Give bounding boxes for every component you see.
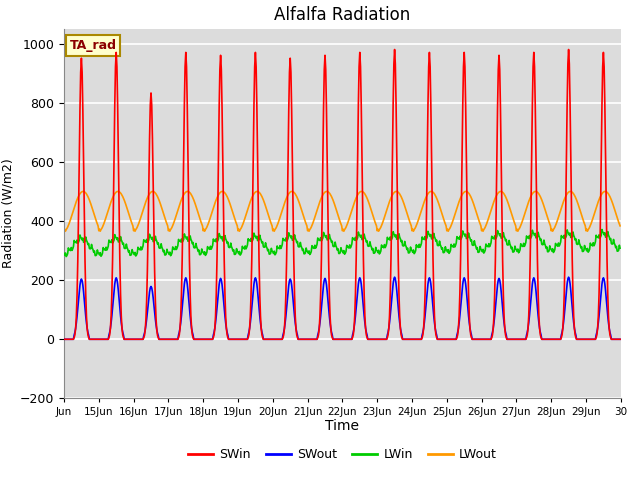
LWin <box>431 236 439 241</box>
LWout <box>60 228 68 234</box>
LWin <box>256 232 264 238</box>
LWout <box>431 191 438 197</box>
SWout <box>276 336 284 342</box>
SWin <box>616 336 624 342</box>
SWout <box>228 336 236 342</box>
LWout <box>584 228 591 234</box>
LWout <box>616 223 624 229</box>
LWin <box>616 245 624 251</box>
SWin <box>400 336 408 342</box>
LWout <box>399 199 407 205</box>
LWin <box>598 227 606 232</box>
SWout <box>125 336 133 342</box>
SWout <box>431 325 439 331</box>
LWout <box>228 205 236 211</box>
Title: Alfalfa Radiation: Alfalfa Radiation <box>275 6 410 24</box>
SWin <box>255 257 263 263</box>
SWout <box>391 274 399 280</box>
SWin <box>228 336 236 342</box>
SWin <box>391 47 399 52</box>
SWout <box>400 336 408 342</box>
LWin <box>62 253 70 259</box>
X-axis label: Time: Time <box>325 419 360 433</box>
SWin <box>60 336 68 342</box>
LWin <box>126 252 134 258</box>
SWin <box>276 336 284 342</box>
LWin <box>228 245 236 251</box>
LWout <box>255 190 263 195</box>
LWin <box>277 246 285 252</box>
Y-axis label: Radiation (W/m2): Radiation (W/m2) <box>1 159 14 268</box>
SWout <box>255 305 263 311</box>
LWout <box>276 214 284 220</box>
Line: LWout: LWout <box>64 192 620 231</box>
LWout <box>125 213 133 218</box>
Text: TA_rad: TA_rad <box>70 39 116 52</box>
SWin <box>431 325 439 331</box>
LWin <box>60 251 68 256</box>
Legend: SWin, SWout, LWin, LWout: SWin, SWout, LWin, LWout <box>183 443 502 466</box>
Line: SWout: SWout <box>64 277 620 339</box>
Line: SWin: SWin <box>64 49 620 339</box>
SWout <box>616 336 624 342</box>
LWin <box>400 243 408 249</box>
SWin <box>125 336 133 342</box>
Line: LWin: LWin <box>64 229 620 256</box>
LWout <box>601 189 609 194</box>
SWout <box>60 336 68 342</box>
